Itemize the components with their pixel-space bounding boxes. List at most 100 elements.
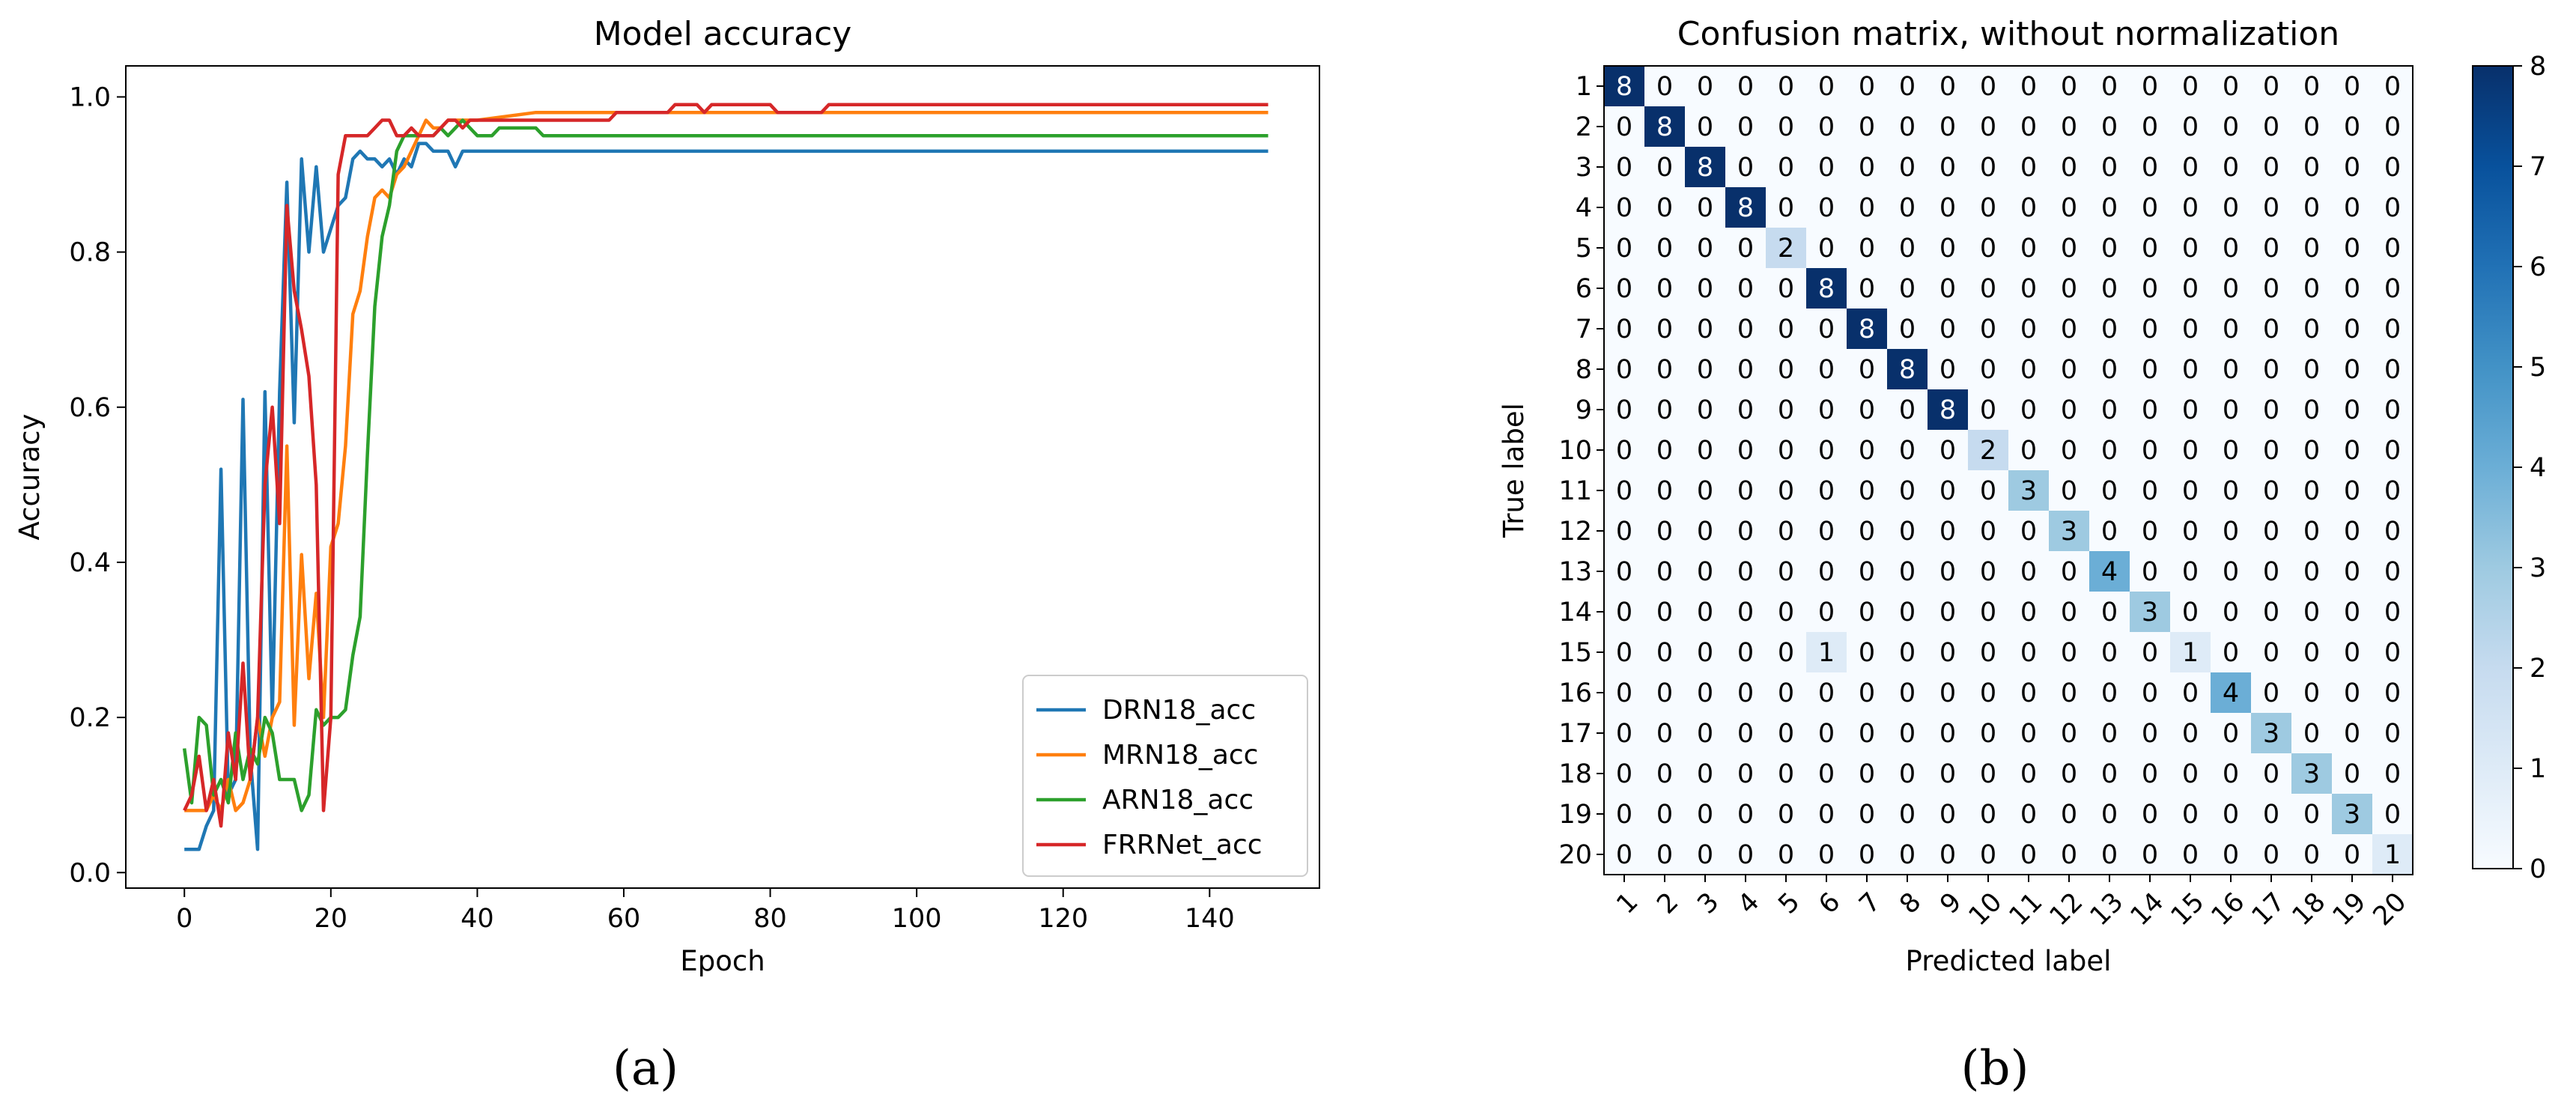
matrix-cell	[1968, 470, 2009, 511]
matrix-cell	[1887, 511, 1928, 552]
y-tick-label: 18	[1558, 759, 1592, 789]
cell-value: 0	[1778, 598, 1794, 628]
cell-value: 0	[2061, 800, 2077, 830]
cell-value: 0	[1899, 476, 1916, 506]
plot-frame	[125, 65, 1320, 889]
cell-value: 0	[1656, 436, 1673, 466]
cell-value: 0	[2344, 759, 2360, 789]
matrix-cell	[1928, 349, 1969, 390]
x-tick-label: 80	[753, 904, 787, 934]
cell-value: 0	[1737, 517, 1754, 547]
matrix-cell	[1604, 309, 1645, 350]
cell-value: 8	[1859, 315, 1875, 344]
matrix-cell	[1928, 834, 1969, 875]
x-axis-label: Predicted label	[1906, 945, 2112, 977]
colorbar-tick-label: 4	[2530, 453, 2546, 483]
cell-value: 0	[1778, 315, 1794, 344]
matrix-cell	[1766, 147, 1807, 188]
matrix-cell	[2211, 794, 2252, 835]
cell-value: 0	[2263, 72, 2279, 102]
matrix-cell	[2049, 268, 2090, 309]
matrix-cell	[1847, 106, 1888, 148]
matrix-cell	[1604, 228, 1645, 269]
cell-value: 0	[2223, 234, 2239, 264]
matrix-cell	[1887, 66, 1928, 107]
cell-value: 0	[2344, 395, 2360, 425]
matrix-cell	[1766, 551, 1807, 592]
cell-value: 0	[1980, 153, 1996, 183]
matrix-cell	[1968, 268, 2009, 309]
cell-value: 0	[2101, 395, 2118, 425]
matrix-cell	[2291, 228, 2333, 269]
cell-value: 0	[2344, 678, 2360, 708]
matrix-cell	[2251, 228, 2292, 269]
cell-value: 0	[1859, 719, 1875, 749]
cell-value: 0	[1616, 355, 1632, 385]
y-tick-label: 7	[1576, 315, 1592, 344]
matrix-cell	[2251, 672, 2292, 714]
y-tick-label: 1.0	[69, 82, 111, 112]
matrix-cell	[1887, 834, 1928, 875]
matrix-cell	[2211, 147, 2252, 188]
matrix-cell	[2291, 349, 2333, 390]
matrix-cell	[2332, 632, 2373, 673]
cell-value: 0	[1818, 234, 1835, 264]
cell-value: 0	[1616, 840, 1632, 870]
cell-value: 0	[2263, 638, 2279, 668]
cell-value: 0	[2384, 759, 2401, 789]
matrix-cell	[1968, 66, 2009, 107]
cell-value: 0	[1616, 436, 1632, 466]
cell-value: 0	[1818, 719, 1835, 749]
cell-value: 0	[1859, 355, 1875, 385]
cell-value: 0	[1818, 678, 1835, 708]
matrix-cell	[1766, 470, 1807, 511]
matrix-cell	[1604, 551, 1645, 592]
cell-value: 0	[1616, 557, 1632, 587]
matrix-cell	[2291, 551, 2333, 592]
matrix-cell	[1766, 632, 1807, 673]
cell-value: 0	[1980, 315, 1996, 344]
matrix-cell	[2251, 147, 2292, 188]
cell-value: 0	[1939, 598, 1956, 628]
matrix-cell	[2170, 66, 2211, 107]
matrix-cell	[2251, 389, 2292, 431]
matrix-cell	[1725, 106, 1767, 148]
cell-value: 0	[1778, 800, 1794, 830]
cell-value: 0	[1859, 800, 1875, 830]
cell-value: 0	[2061, 557, 2077, 587]
cell-value: 0	[2101, 355, 2118, 385]
cell-value: 0	[2303, 355, 2320, 385]
cell-value: 0	[2384, 355, 2401, 385]
cell-value: 0	[2303, 598, 2320, 628]
matrix-cell	[1806, 551, 1847, 592]
matrix-cell	[2170, 794, 2211, 835]
legend-label: MRN18_acc	[1102, 740, 1258, 771]
matrix-cell	[1644, 106, 1686, 148]
cell-value: 0	[2303, 678, 2320, 708]
cell-value: 0	[2142, 436, 2158, 466]
cell-value: 0	[2303, 436, 2320, 466]
matrix-cell	[1604, 753, 1645, 794]
matrix-cell	[1644, 713, 1686, 754]
matrix-cell	[1604, 794, 1645, 835]
matrix-cell	[2211, 551, 2252, 592]
y-axis-ticks: 0.0 0.2 0.4 0.6 0.8 1.0	[69, 82, 126, 888]
matrix-cell	[1766, 511, 1807, 552]
cell-value: 0	[2020, 193, 2037, 223]
matrix-cell	[2251, 592, 2292, 633]
cell-value: 3	[2061, 517, 2077, 547]
colorbar-tick-label: 5	[2530, 353, 2546, 383]
cell-value: 0	[2061, 719, 2077, 749]
x-tick-label: 20	[315, 904, 348, 934]
matrix-cell	[2170, 228, 2211, 269]
cell-value: 0	[1697, 557, 1713, 587]
cell-value: 0	[2020, 719, 2037, 749]
matrix-cell	[2332, 470, 2373, 511]
cell-value: 0	[1778, 638, 1794, 668]
cell-value: 0	[2182, 436, 2199, 466]
matrix-cell	[1725, 794, 1767, 835]
cell-value: 0	[2223, 557, 2239, 587]
cell-value: 0	[1697, 476, 1713, 506]
matrix-cell	[2251, 187, 2292, 228]
